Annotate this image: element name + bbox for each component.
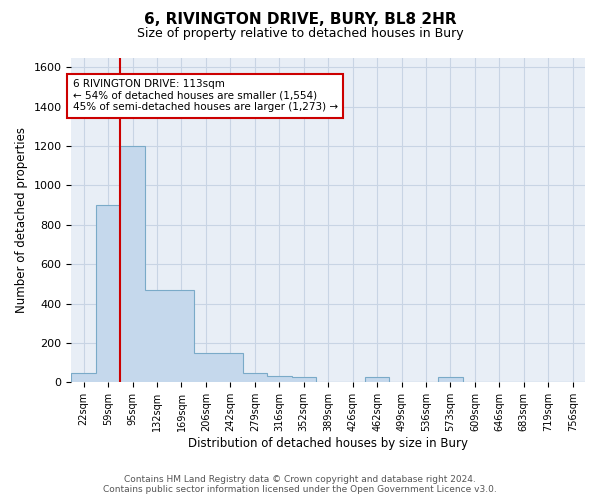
X-axis label: Distribution of detached houses by size in Bury: Distribution of detached houses by size … <box>188 437 468 450</box>
Text: 6 RIVINGTON DRIVE: 113sqm
← 54% of detached houses are smaller (1,554)
45% of se: 6 RIVINGTON DRIVE: 113sqm ← 54% of detac… <box>73 79 338 112</box>
Text: Size of property relative to detached houses in Bury: Size of property relative to detached ho… <box>137 28 463 40</box>
Y-axis label: Number of detached properties: Number of detached properties <box>15 127 28 313</box>
Text: Contains HM Land Registry data © Crown copyright and database right 2024.
Contai: Contains HM Land Registry data © Crown c… <box>103 474 497 494</box>
Text: 6, RIVINGTON DRIVE, BURY, BL8 2HR: 6, RIVINGTON DRIVE, BURY, BL8 2HR <box>143 12 457 28</box>
